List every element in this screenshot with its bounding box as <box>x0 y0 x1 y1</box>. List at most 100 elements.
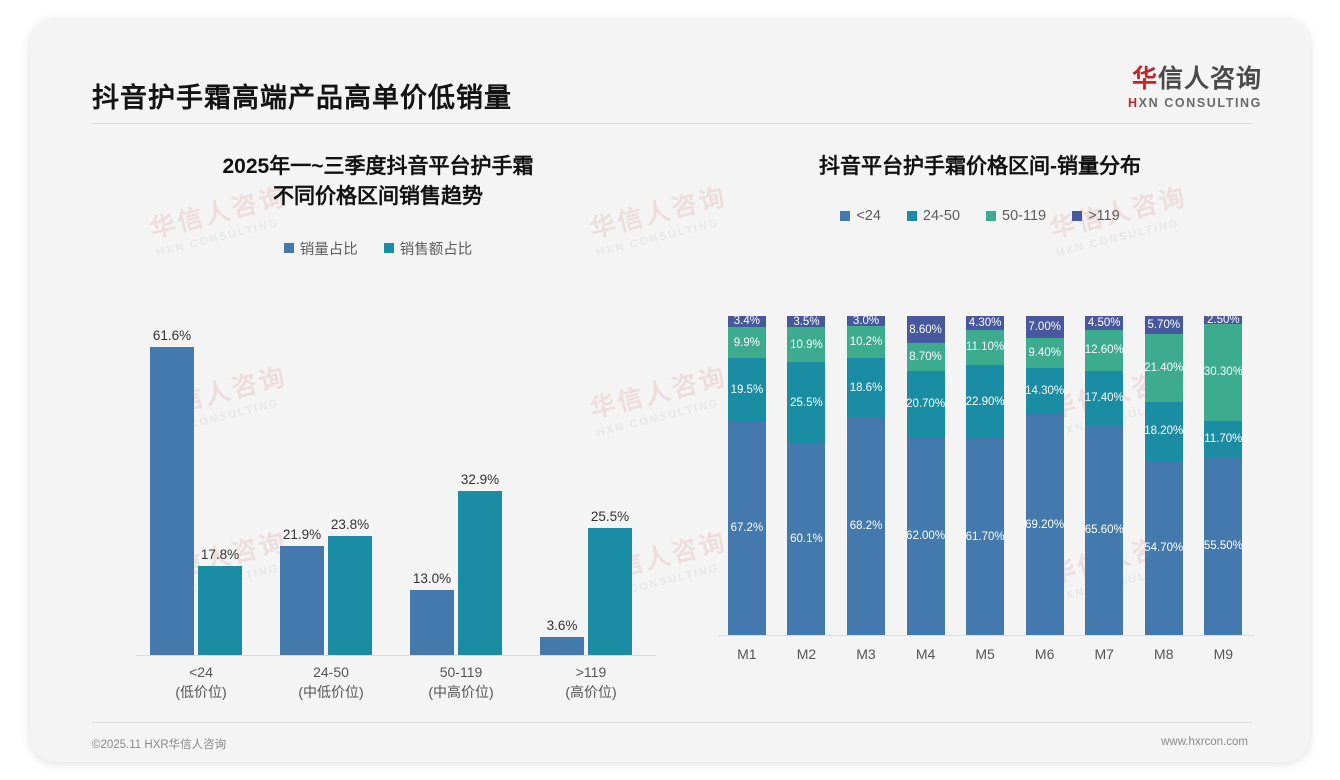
stack-segment-label: 11.10% <box>966 341 1005 354</box>
bar-销售额占比-24-50[interactable]: 23.8% <box>328 517 372 655</box>
bar-fill <box>458 490 502 655</box>
stack-segment-<24[interactable]: 60.1% <box>787 443 826 635</box>
stack-segment->119[interactable]: 3.0% <box>847 316 885 326</box>
stack-segment->119[interactable]: 5.70% <box>1144 316 1183 335</box>
right-chart-panel: 抖音平台护手霜价格区间-销量分布 <24 24-50 50-119 >119 3.4%… <box>690 136 1270 706</box>
bar-销量占比-24-50[interactable]: 21.9% <box>280 527 324 655</box>
left-chart-title-line2: 不同价格区间销售趋势 <box>273 184 483 208</box>
stack-segment-<24[interactable]: 69.20% <box>1025 414 1064 635</box>
bar-value-label: 3.6% <box>546 618 578 633</box>
bar-销量占比-50-119[interactable]: 13.0% <box>410 571 454 655</box>
stack-segment-50-119[interactable]: 12.60% <box>1085 330 1124 371</box>
footer-divider <box>92 722 1252 723</box>
legend-swatch-icon <box>986 210 997 221</box>
bar-销售额占比-50-119[interactable]: 32.9% <box>458 472 502 655</box>
bar-销售额占比->119[interactable]: 25.5% <box>588 509 632 655</box>
stack-segment-24-50[interactable]: 11.70% <box>1204 420 1243 458</box>
stack-segment-50-119[interactable]: 11.10% <box>966 329 1005 366</box>
bar-value-label: 23.8% <box>330 517 370 532</box>
stack-segment-<24[interactable]: 55.50% <box>1204 457 1243 635</box>
bar-value-label: 21.9% <box>282 526 322 542</box>
bar-销售额占比-<24[interactable]: 17.8% <box>198 547 242 655</box>
stack-segment-label: 65.60% <box>1085 524 1124 537</box>
stacked-bar-M6[interactable]: 7.00% 9.40% 14.30% 69.20% <box>1025 316 1064 635</box>
stack-segment-label: 60.1% <box>790 533 823 546</box>
bar-销量占比->119[interactable]: 3.6% <box>540 618 584 655</box>
stack-segment->119[interactable]: 8.60% <box>906 316 945 344</box>
x-axis-label->119: >119 (高价位) <box>526 662 656 703</box>
stack-segment-24-50[interactable]: 18.6% <box>847 358 885 418</box>
x-axis-label-M2: M2 <box>796 646 817 662</box>
x-axis-sublabel: (中低价位) <box>298 684 364 701</box>
stack-segment->119[interactable]: 2.50% <box>1204 316 1243 324</box>
stack-segment-label: 10.2% <box>849 335 883 348</box>
stacked-bar-M7[interactable]: 4.50% 12.60% 17.40% 65.60% <box>1085 316 1124 636</box>
x-axis-label-M6: M6 <box>1034 646 1055 662</box>
stack-segment-50-119[interactable]: 8.70% <box>906 343 945 372</box>
x-axis-sublabel: (中高价位) <box>428 684 494 701</box>
stack-segment->119[interactable]: 4.30% <box>966 316 1005 330</box>
stack-segment-label: 55.50% <box>1204 540 1243 553</box>
stack-segment-24-50[interactable]: 25.5% <box>787 361 826 444</box>
stack-segment-label: 17.40% <box>1085 392 1124 405</box>
stack-segment-<24[interactable]: 61.70% <box>966 438 1005 635</box>
stack-segment->119[interactable]: 4.50% <box>1085 316 1124 331</box>
stack-segment-50-119[interactable]: 9.40% <box>1025 338 1064 369</box>
stacked-bar-M4[interactable]: 8.60% 8.70% 20.70% 62.00% <box>906 316 945 635</box>
legend-item-0[interactable]: 销量占比 <box>283 238 358 259</box>
stacked-bar-M9[interactable]: 2.50% 30.30% 11.70% 55.50% <box>1204 316 1243 635</box>
logo-char-hua: 华 <box>1131 65 1158 93</box>
stack-segment-24-50[interactable]: 18.20% <box>1144 402 1183 461</box>
stack-segment-label: 19.5% <box>730 383 764 396</box>
stacked-bar-M8[interactable]: 5.70% 21.40% 18.20% 54.70% <box>1144 316 1183 636</box>
stack-segment-label: 7.00% <box>1028 321 1061 334</box>
stack-segment-<24[interactable]: 62.00% <box>906 437 945 635</box>
bar-group: 3.6% 25.5% <box>526 316 656 655</box>
bar-group: 61.6% 17.8% <box>136 316 266 655</box>
stack-segment-24-50[interactable]: 17.40% <box>1085 370 1124 426</box>
logo-en-rest: XN CONSULTING <box>1138 96 1262 111</box>
legend-item-3[interactable]: >119 <box>1072 208 1120 224</box>
stack-segment-50-119[interactable]: 10.9% <box>787 327 826 362</box>
stacked-bar-M3[interactable]: 3.0% 10.2% 18.6% 68.2% <box>847 316 885 635</box>
stack-segment-50-119[interactable]: 30.30% <box>1204 323 1243 421</box>
stack-segment-50-119[interactable]: 9.9% <box>727 326 766 359</box>
legend-item-2[interactable]: 50-119 <box>986 208 1046 224</box>
stack-segment->119[interactable]: 3.4% <box>727 316 766 327</box>
stack-segment-label: 11.70% <box>1204 433 1243 446</box>
stack-segment-<24[interactable]: 54.70% <box>1144 460 1183 636</box>
legend-label: >119 <box>1088 207 1120 224</box>
bar-value-label: 17.8% <box>200 547 240 562</box>
bar-销量占比-<24[interactable]: 61.6% <box>150 328 194 655</box>
stack-segment-24-50[interactable]: 19.5% <box>727 358 766 421</box>
footer-copyright: ©2025.11 HXR华信人咨询 <box>92 739 227 751</box>
bar-value-label: 13.0% <box>412 571 452 586</box>
bar-fill <box>150 347 194 655</box>
stack-segment->119[interactable]: 3.5% <box>787 316 826 328</box>
legend-item-0[interactable]: <24 <box>840 208 881 224</box>
legend-swatch-icon <box>283 243 294 254</box>
stack-segment-50-119[interactable]: 10.2% <box>847 325 885 359</box>
stack-segment->119[interactable]: 7.00% <box>1025 316 1064 339</box>
stacked-bar-M1[interactable]: 3.4% 9.9% 19.5% 67.2% <box>727 316 766 635</box>
legend-item-1[interactable]: 24-50 <box>906 207 961 224</box>
stack-segment-24-50[interactable]: 14.30% <box>1025 368 1064 415</box>
legend-swatch-icon <box>383 243 394 254</box>
stack-segment-24-50[interactable]: 20.70% <box>906 371 945 438</box>
stack-segment-<24[interactable]: 65.60% <box>1085 425 1124 636</box>
stacked-bar-M2[interactable]: 3.5% 10.9% 25.5% 60.1% <box>787 316 826 635</box>
stack-segment-24-50[interactable]: 22.90% <box>966 365 1005 439</box>
stack-segment-50-119[interactable]: 21.40% <box>1144 334 1183 403</box>
stack-segment-label: 18.6% <box>849 381 883 394</box>
legend-item-1[interactable]: 销售额占比 <box>383 238 472 259</box>
stack-segment-label: 10.9% <box>790 338 823 351</box>
x-axis-label-M3: M3 <box>856 646 876 662</box>
bar-fill <box>540 637 584 655</box>
stack-segment-<24[interactable]: 68.2% <box>847 417 885 635</box>
stacked-bar-M5[interactable]: 4.30% 11.10% 22.90% 61.70% <box>966 316 1005 635</box>
legend-label: 24-50 <box>922 207 961 224</box>
x-axis-category: >119 <box>575 664 607 680</box>
header-divider <box>92 123 1252 124</box>
stack-segment-<24[interactable]: 67.2% <box>727 420 766 635</box>
legend-swatch-icon <box>840 210 851 221</box>
